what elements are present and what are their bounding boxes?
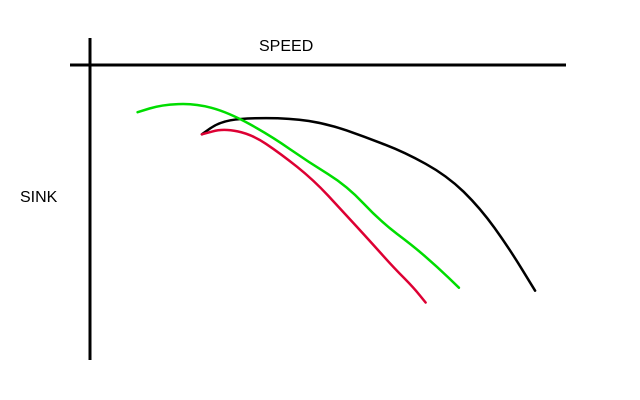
series-line-1 (200, 116, 537, 292)
y-axis-label: SINK (20, 189, 58, 206)
series-line-2 (136, 102, 461, 289)
x-axis-label: SPEED (259, 38, 313, 55)
series-line-3 (200, 128, 427, 304)
series-layer (136, 102, 537, 304)
